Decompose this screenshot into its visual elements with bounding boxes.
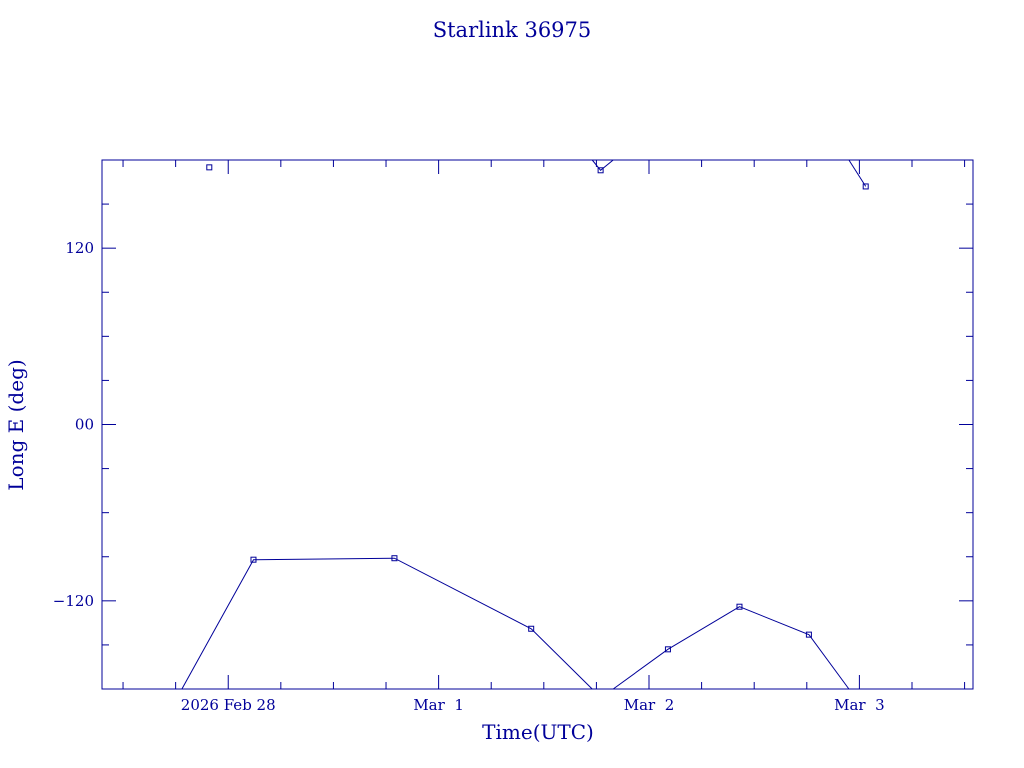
y-axis-label: Long E (deg) xyxy=(4,359,28,490)
data-point xyxy=(391,555,398,562)
longitude-series xyxy=(181,159,869,690)
series-line-segment xyxy=(591,159,614,172)
x-tick-label: Mar 1 xyxy=(413,696,464,714)
x-axis-label: Time(UTC) xyxy=(482,720,594,744)
series-line-segment xyxy=(181,557,593,690)
data-point xyxy=(250,556,257,563)
y-tick-label: −120 xyxy=(53,592,94,610)
y-tick-label: 00 xyxy=(75,416,94,434)
data-point xyxy=(862,183,869,190)
data-point xyxy=(805,631,812,638)
data-point xyxy=(206,164,213,171)
series-line-segment xyxy=(848,159,867,187)
data-point xyxy=(528,625,535,632)
chart-title: Starlink 36975 xyxy=(433,18,592,42)
axis-ticks xyxy=(102,160,973,689)
x-tick-label: Mar 2 xyxy=(624,696,675,714)
axis-tick-labels: 120 00 −120 2026 Feb 28 Mar 1 Mar 2 Mar 3 xyxy=(53,239,885,714)
y-tick-label: 120 xyxy=(65,239,94,257)
x-tick-label: Mar 3 xyxy=(834,696,885,714)
data-point xyxy=(664,646,671,653)
x-tick-label: 2026 Feb 28 xyxy=(181,696,276,714)
data-point xyxy=(736,603,743,610)
series-line-segment xyxy=(612,606,850,690)
plot-frame xyxy=(101,159,974,690)
data-point xyxy=(597,167,604,174)
